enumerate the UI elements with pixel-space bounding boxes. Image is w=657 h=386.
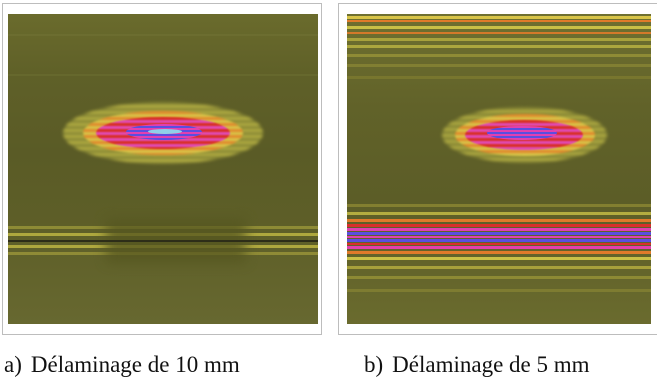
scan-map-b <box>347 14 651 324</box>
scan-image-a <box>2 3 322 335</box>
caption-a: a) Délaminage de 10 mm <box>4 352 240 378</box>
caption-b: b) Délaminage de 5 mm <box>364 352 590 378</box>
scan-map-a <box>8 14 318 324</box>
caption-text-b: Délaminage de 5 mm <box>392 352 590 377</box>
caption-text-a: Délaminage de 10 mm <box>30 352 240 377</box>
caption-letter-b: b) <box>364 352 384 377</box>
caption-letter-a: a) <box>4 352 22 377</box>
scan-image-b <box>338 3 657 335</box>
